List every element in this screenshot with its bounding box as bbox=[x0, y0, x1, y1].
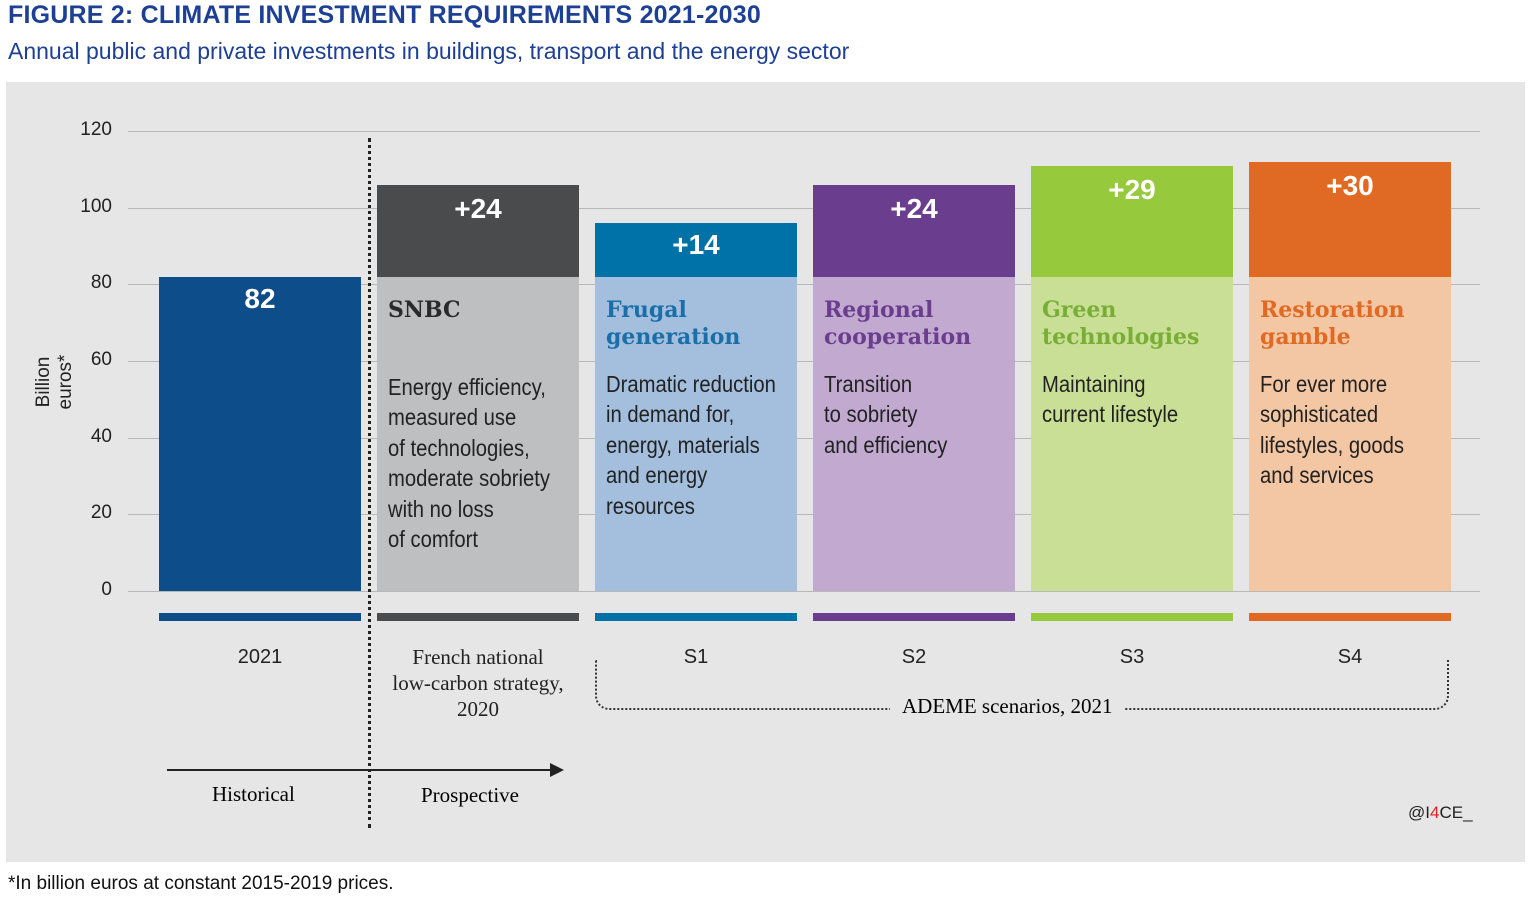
credit-pre: @I bbox=[1408, 803, 1430, 822]
gridline bbox=[128, 361, 1480, 362]
increase-label: +14 bbox=[672, 229, 720, 260]
x-tick-label: French national low-carbon strategy, 202… bbox=[392, 645, 564, 721]
bar-increase-segment: +24 bbox=[813, 184, 1015, 277]
arrow-head-icon bbox=[550, 763, 564, 777]
category-strip bbox=[159, 613, 361, 621]
y-tick-label: 0 bbox=[101, 579, 112, 600]
value-label: 82 bbox=[244, 282, 276, 314]
bar-increase-segment: +29 bbox=[1031, 165, 1233, 277]
credit-post: CE_ bbox=[1439, 803, 1473, 822]
scenario-name: Green technologies bbox=[1042, 296, 1200, 350]
bar-base-segment bbox=[377, 276, 579, 591]
gridline bbox=[128, 284, 1480, 285]
bar-base-segment bbox=[1031, 276, 1233, 591]
ademe-group-label: ADEME scenarios, 2021 bbox=[890, 694, 1125, 719]
increase-label: +24 bbox=[890, 192, 938, 224]
credit-mid: 4 bbox=[1429, 803, 1440, 822]
y-tick-label: 80 bbox=[90, 272, 112, 293]
i4ce-credit: @I4CE_ bbox=[1408, 803, 1473, 823]
gridline bbox=[128, 591, 1480, 592]
increase-label: +29 bbox=[1108, 173, 1156, 205]
gridline bbox=[128, 514, 1480, 515]
bar-base-segment bbox=[813, 276, 1015, 591]
scenario-description: Transition to sobriety and efficiency bbox=[824, 370, 948, 458]
x-tick-label: S2 bbox=[901, 646, 927, 668]
category-strip bbox=[1249, 613, 1451, 621]
bar-base-segment bbox=[595, 276, 797, 591]
x-tick-label: S4 bbox=[1337, 646, 1363, 668]
scenario-name: Restoration gamble bbox=[1260, 296, 1405, 350]
scenario-description: Maintaining current lifestyle bbox=[1042, 370, 1179, 428]
bar-increase-segment: +14 bbox=[595, 223, 797, 277]
bar-base-segment bbox=[159, 276, 361, 591]
x-tick-label: S1 bbox=[683, 646, 709, 668]
prospective-label: Prospective bbox=[421, 783, 519, 807]
y-tick-label: 120 bbox=[80, 119, 112, 140]
category-strip bbox=[377, 613, 579, 621]
bar-increase-segment: +24 bbox=[377, 184, 579, 277]
x-tick-label: S3 bbox=[1119, 646, 1145, 668]
increase-label: +30 bbox=[1326, 169, 1374, 201]
y-tick-label: 20 bbox=[90, 502, 112, 523]
footnote: *In billion euros at constant 2015-2019 … bbox=[8, 873, 394, 894]
gridline bbox=[128, 208, 1480, 209]
bar-increase-segment: +30 bbox=[1249, 161, 1451, 277]
bar-base-segment bbox=[1249, 276, 1451, 591]
historical-divider bbox=[368, 138, 371, 828]
scenario-name: SNBC bbox=[388, 296, 461, 323]
y-tick-label: 60 bbox=[90, 349, 112, 370]
category-strip bbox=[1031, 613, 1233, 621]
y-axis-label: Billion euros* bbox=[33, 354, 76, 410]
scenario-name: Regional cooperation bbox=[824, 296, 972, 350]
scenario-description: Energy efficiency, measured use of techn… bbox=[388, 373, 551, 553]
y-tick-label: 40 bbox=[90, 426, 112, 447]
x-tick-label: 2021 bbox=[237, 646, 283, 668]
scenario-description: For ever more sophisticated lifestyles, … bbox=[1260, 370, 1405, 489]
increase-label: +24 bbox=[454, 192, 502, 224]
gridline bbox=[128, 131, 1480, 132]
timeline-arrow bbox=[167, 769, 557, 771]
figure-title: FIGURE 2: CLIMATE INVESTMENT REQUIREMENT… bbox=[8, 1, 761, 29]
scenario-description: Dramatic reduction in demand for, energy… bbox=[606, 370, 776, 519]
gridline bbox=[128, 438, 1480, 439]
category-strip bbox=[813, 613, 1015, 621]
y-tick-label: 100 bbox=[80, 196, 112, 217]
figure-subtitle: Annual public and private investments in… bbox=[8, 38, 850, 64]
historical-label: Historical bbox=[212, 782, 295, 806]
scenario-name: Frugal generation bbox=[606, 296, 741, 350]
category-strip bbox=[595, 613, 797, 621]
